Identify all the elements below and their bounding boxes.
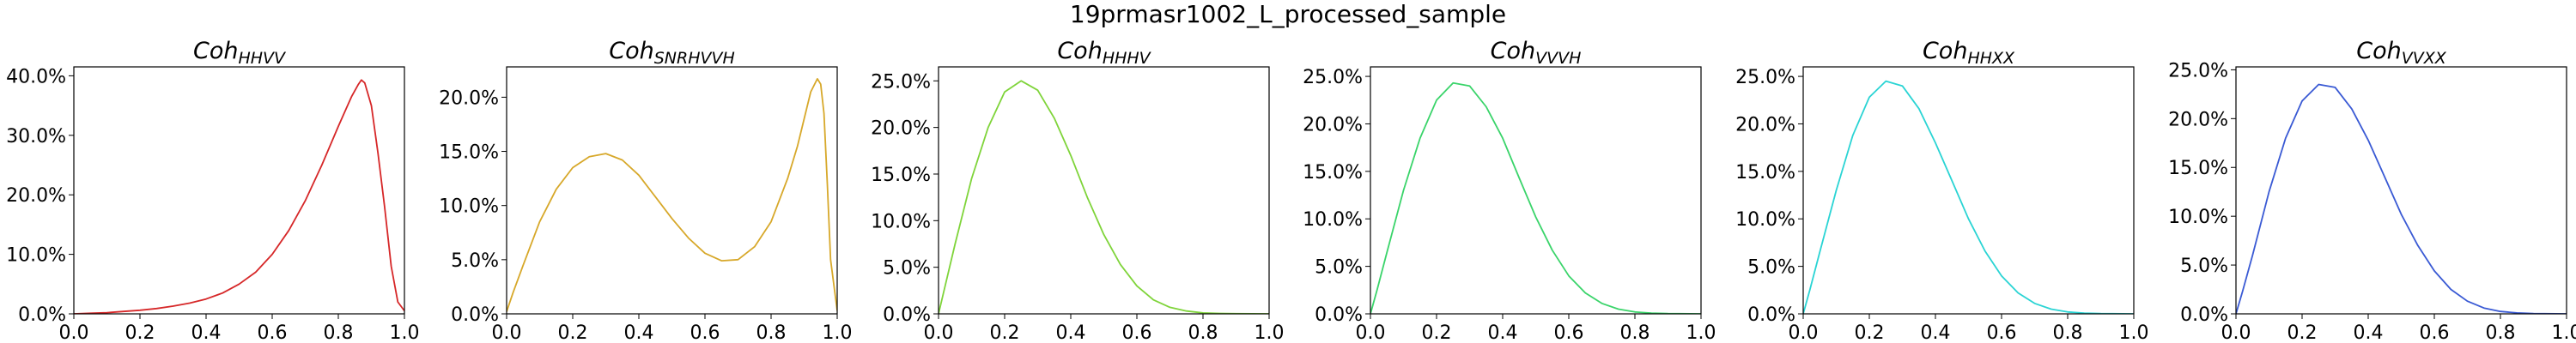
y-tick-label: 30.0% xyxy=(6,126,66,147)
x-tick-label: 0.2 xyxy=(558,322,588,343)
series-line xyxy=(507,78,837,312)
y-tick-label: 5.0% xyxy=(1315,257,1363,279)
y-tick-label: 15.0% xyxy=(439,142,499,164)
y-tick-label: 20.0% xyxy=(871,118,931,140)
x-tick-label: 0.8 xyxy=(756,322,787,343)
y-tick-label: 0.0% xyxy=(883,304,931,326)
x-tick-label: 1.0 xyxy=(2552,322,2576,343)
y-tick-label: 5.0% xyxy=(2180,256,2228,277)
x-tick-label: 0.4 xyxy=(191,322,222,343)
y-tick-label: 20.0% xyxy=(2168,109,2228,130)
series-line xyxy=(939,80,1269,314)
y-tick-label: 15.0% xyxy=(1735,162,1795,184)
y-tick-label: 10.0% xyxy=(1735,209,1795,231)
y-tick-label: 0.0% xyxy=(1747,304,1795,326)
panel-title: CohHHHV xyxy=(1057,38,1151,68)
x-tick-label: 1.0 xyxy=(2119,322,2149,343)
y-tick-label: 10.0% xyxy=(1303,209,1363,231)
y-tick-label: 15.0% xyxy=(1303,162,1363,184)
y-tick-label: 0.0% xyxy=(451,304,499,326)
y-tick-label: 10.0% xyxy=(871,211,931,232)
y-tick-label: 15.0% xyxy=(871,165,931,186)
x-tick-label: 1.0 xyxy=(1686,322,1716,343)
x-tick-label: 0.4 xyxy=(1488,322,1518,343)
x-tick-label: 0.2 xyxy=(1422,322,1452,343)
series-line xyxy=(74,79,404,314)
series-line xyxy=(2236,83,2567,314)
axes-frame xyxy=(938,66,1270,315)
axes-frame xyxy=(2235,66,2567,315)
x-tick-label: 0.0 xyxy=(1789,322,1819,343)
y-tick-label: 0.0% xyxy=(18,304,66,326)
chart-panel: CohVVXX 0.0 0.2 0.4 0.6 0.8 1.0 0.0% 5.0% 10.0% 15… xyxy=(2168,38,2576,343)
x-tick-label: 0.4 xyxy=(1921,322,1951,343)
y-tick-label: 25.0% xyxy=(1303,67,1363,88)
y-tick-label: 25.0% xyxy=(1735,67,1795,88)
y-tick-label: 10.0% xyxy=(2168,207,2228,228)
x-tick-label: 0.2 xyxy=(990,322,1020,343)
y-tick-label: 5.0% xyxy=(451,250,499,272)
x-tick-label: 1.0 xyxy=(1255,322,1285,343)
chart-panel: CohHHHV 0.0 0.2 0.4 0.6 0.8 1.0 0.0% 5.0% 10.0% 15… xyxy=(871,38,1284,343)
y-tick-label: 40.0% xyxy=(6,66,66,87)
panel-title: CohHHXX xyxy=(1923,38,2015,68)
chart-panel: CohHHVV 0.0 0.2 0.4 0.6 0.8 1.0 0.0% 10.0% 20.0% 3… xyxy=(6,38,419,343)
x-tick-label: 0.4 xyxy=(1056,322,1086,343)
chart-panel: CohSNRHVVH 0.0 0.2 0.4 0.6 0.8 1.0 0.0% 5.0% 10.0… xyxy=(439,38,852,343)
y-tick-label: 5.0% xyxy=(883,258,931,280)
y-tick-label: 25.0% xyxy=(871,71,931,93)
y-tick-label: 10.0% xyxy=(6,245,66,267)
x-tick-label: 0.6 xyxy=(690,322,720,343)
axes-frame xyxy=(1370,66,1702,315)
x-tick-label: 0.0 xyxy=(492,322,522,343)
x-tick-label: 0.2 xyxy=(125,322,155,343)
y-tick-label: 20.0% xyxy=(1735,114,1795,135)
x-tick-label: 0.6 xyxy=(1122,322,1152,343)
chart-panel: CohVVVH 0.0 0.2 0.4 0.6 0.8 1.0 0.0% 5.0% 10.0% 15… xyxy=(1303,38,1716,343)
y-tick-label: 20.0% xyxy=(1303,114,1363,135)
y-tick-label: 0.0% xyxy=(1315,304,1363,326)
panel-title: CohSNRHVVH xyxy=(609,38,735,68)
x-tick-label: 0.8 xyxy=(2486,322,2516,343)
x-tick-label: 0.8 xyxy=(324,322,354,343)
chart-panels: CohHHVV 0.0 0.2 0.4 0.6 0.8 1.0 0.0% 10.0% 20.0% 3… xyxy=(6,38,2576,343)
x-tick-label: 0.0 xyxy=(1356,322,1386,343)
series-line xyxy=(1370,81,1701,314)
y-tick-label: 15.0% xyxy=(2168,158,2228,179)
y-tick-label: 0.0% xyxy=(2180,304,2228,326)
x-tick-label: 0.0 xyxy=(2221,322,2251,343)
panel-title: CohHHVV xyxy=(193,38,287,68)
x-tick-label: 0.6 xyxy=(1987,322,2017,343)
x-tick-label: 0.6 xyxy=(1554,322,1584,343)
x-tick-label: 0.0 xyxy=(59,322,89,343)
x-tick-label: 1.0 xyxy=(823,322,853,343)
axes-frame xyxy=(506,66,838,315)
x-tick-label: 0.0 xyxy=(924,322,954,343)
y-tick-label: 10.0% xyxy=(439,196,499,218)
x-tick-label: 0.8 xyxy=(1188,322,1218,343)
y-tick-label: 20.0% xyxy=(439,87,499,109)
axes-frame xyxy=(73,66,405,315)
x-tick-label: 0.2 xyxy=(1855,322,1885,343)
x-tick-label: 1.0 xyxy=(390,322,420,343)
panel-title: CohVVVH xyxy=(1491,38,1582,68)
x-tick-label: 0.4 xyxy=(624,322,654,343)
y-tick-label: 25.0% xyxy=(2168,60,2228,81)
panel-title: CohVVXX xyxy=(2356,38,2446,68)
figure-suptitle: 19prmasr1002_L_processed_sample xyxy=(1070,0,1506,28)
axes-frame xyxy=(1802,66,2135,315)
x-tick-label: 0.2 xyxy=(2287,322,2318,343)
x-tick-label: 0.8 xyxy=(2053,322,2083,343)
series-line xyxy=(1803,80,2134,314)
x-tick-label: 0.4 xyxy=(2354,322,2384,343)
y-tick-label: 5.0% xyxy=(1747,257,1795,279)
x-tick-label: 0.8 xyxy=(1620,322,1650,343)
x-tick-label: 0.6 xyxy=(2420,322,2450,343)
y-tick-label: 20.0% xyxy=(6,185,66,207)
chart-panel: CohHHXX 0.0 0.2 0.4 0.6 0.8 1.0 0.0% 5.0% 10.0% 15… xyxy=(1735,38,2148,343)
x-tick-label: 0.6 xyxy=(258,322,288,343)
